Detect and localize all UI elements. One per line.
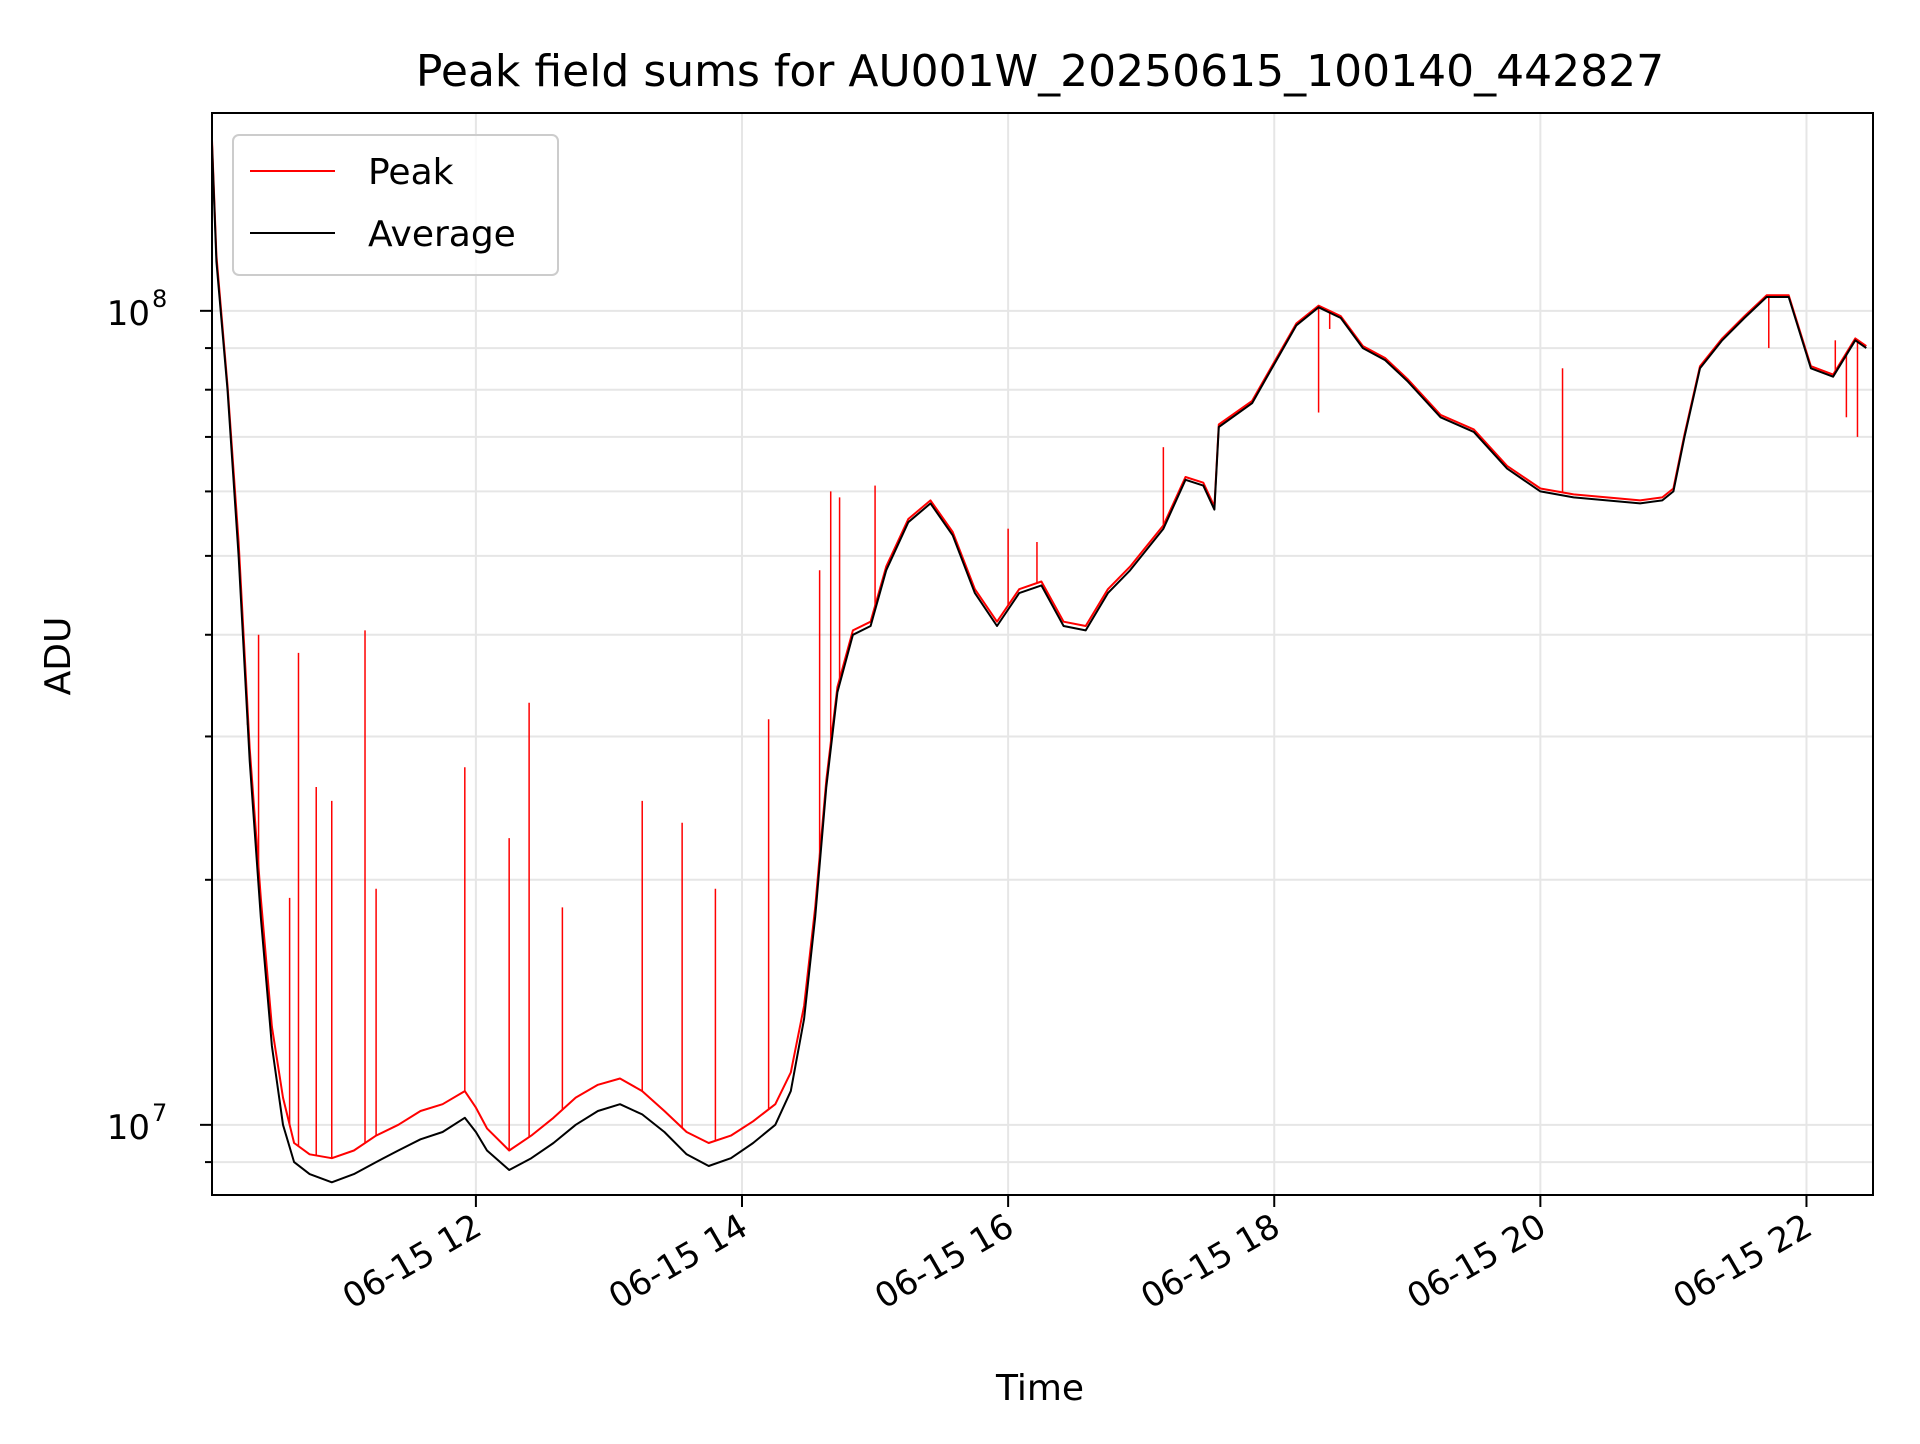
series-layer (211, 140, 1867, 1184)
y-tick-label: 10 (107, 1108, 150, 1148)
series-line-average (211, 144, 1867, 1184)
grid-layer (212, 113, 1873, 1195)
chart-title: Peak field sums for AU001W_20250615_1001… (416, 46, 1664, 97)
y-tick-label: 10 (107, 294, 150, 334)
plot-frame (211, 112, 1874, 1196)
legend-label-average: Average (368, 214, 516, 255)
y-axis-label: ADU (38, 617, 79, 696)
y-tick-label-exponent: 8 (152, 285, 167, 313)
legend-label-peak: Peak (368, 152, 454, 193)
x-axis-label: Time (995, 1368, 1084, 1409)
y-tick-label-exponent: 7 (152, 1099, 167, 1127)
series-line-peak (211, 140, 1867, 1160)
legend: Peak Average (232, 134, 559, 276)
